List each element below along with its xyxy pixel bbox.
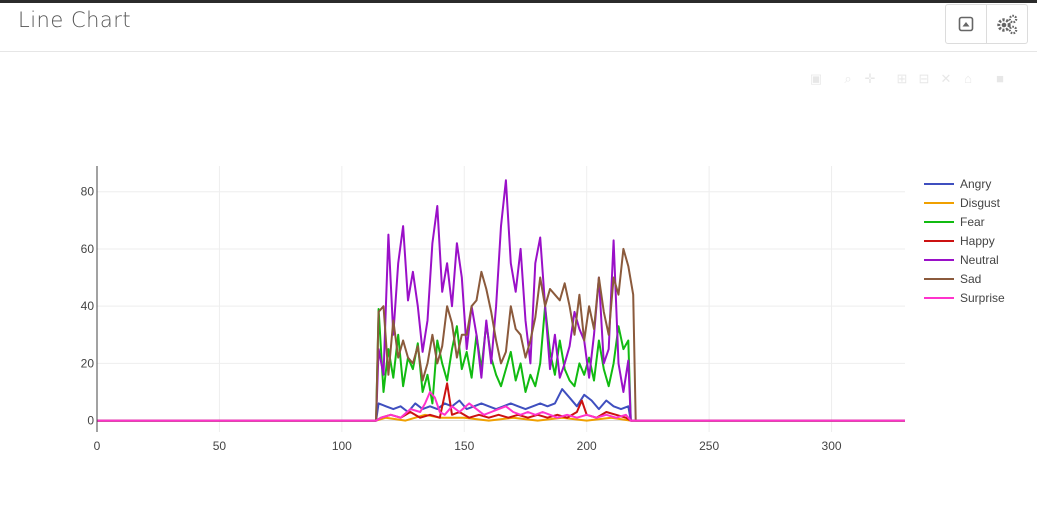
chart-modebar: ▣ ⌕ ✛ ⊞ ⊟ ✕ ⌂ ■	[808, 72, 1008, 86]
zoom-icon[interactable]: ⌕	[844, 71, 852, 86]
collapse-icon	[958, 16, 974, 32]
x-tick-label: 250	[699, 439, 719, 453]
legend-item-surprise[interactable]: Surprise	[924, 288, 1005, 307]
pan-icon[interactable]: ✛	[864, 71, 876, 86]
zoom-in-icon[interactable]: ⊞	[896, 71, 908, 86]
x-gridlines	[218, 166, 833, 432]
legend-label: Angry	[960, 176, 992, 191]
chart-legend: Angry Disgust Fear Happy Neutral Sad Surprise	[924, 174, 1005, 307]
y-tick-label: 60	[81, 242, 95, 256]
legend-label: Surprise	[960, 290, 1005, 305]
legend-item-angry[interactable]: Angry	[924, 174, 1005, 193]
legend-item-happy[interactable]: Happy	[924, 231, 1005, 250]
settings-button[interactable]	[986, 5, 1027, 43]
series-layer	[97, 179, 905, 422]
x-tick-labels: 0 50 100 150 200 250 300	[94, 439, 842, 453]
y-tick-label: 20	[81, 356, 95, 370]
page-title: Line Chart	[18, 8, 132, 32]
collapse-button[interactable]	[946, 5, 986, 43]
plotly-logo-icon[interactable]: ■	[996, 71, 1004, 86]
legend-item-fear[interactable]: Fear	[924, 212, 1005, 231]
legend-label: Happy	[960, 233, 995, 248]
top-bar	[0, 0, 1037, 3]
panel-header: Line Chart	[0, 3, 1037, 52]
series-line-surprise	[97, 391, 905, 422]
series-line-disgust	[97, 413, 905, 422]
header-button-group	[945, 4, 1028, 44]
legend-swatch	[924, 258, 954, 261]
legend-swatch	[924, 220, 954, 223]
series-line-happy	[97, 382, 905, 422]
legend-item-disgust[interactable]: Disgust	[924, 193, 1005, 212]
y-tick-label: 40	[81, 299, 95, 313]
legend-label: Disgust	[960, 195, 1001, 210]
legend-item-sad[interactable]: Sad	[924, 269, 1005, 288]
x-tick-label: 0	[94, 439, 101, 453]
x-tick-label: 50	[213, 439, 227, 453]
x-tick-label: 300	[822, 439, 842, 453]
autoscale-icon[interactable]: ✕	[940, 71, 952, 86]
zoom-out-icon[interactable]: ⊟	[918, 71, 930, 86]
x-tick-label: 200	[577, 439, 597, 453]
legend-label: Neutral	[960, 252, 999, 267]
y-tick-label: 80	[81, 185, 95, 199]
reset-axes-icon[interactable]: ⌂	[964, 71, 972, 86]
series-line-sad	[97, 247, 905, 422]
legend-item-neutral[interactable]: Neutral	[924, 250, 1005, 269]
legend-swatch	[924, 296, 954, 299]
legend-swatch	[924, 182, 954, 185]
legend-label: Sad	[960, 271, 982, 286]
x-tick-label: 100	[332, 439, 352, 453]
series-line-fear	[97, 305, 905, 422]
gears-icon	[997, 14, 1018, 35]
camera-icon[interactable]: ▣	[809, 71, 823, 86]
legend-swatch	[924, 277, 954, 280]
series-line-neutral	[97, 179, 905, 422]
legend-label: Fear	[960, 214, 985, 229]
y-tick-labels: 0 20 40 60 80	[81, 185, 95, 428]
y-tick-label: 0	[87, 414, 94, 428]
legend-swatch	[924, 201, 954, 204]
legend-swatch	[924, 239, 954, 242]
x-tick-label: 150	[454, 439, 474, 453]
